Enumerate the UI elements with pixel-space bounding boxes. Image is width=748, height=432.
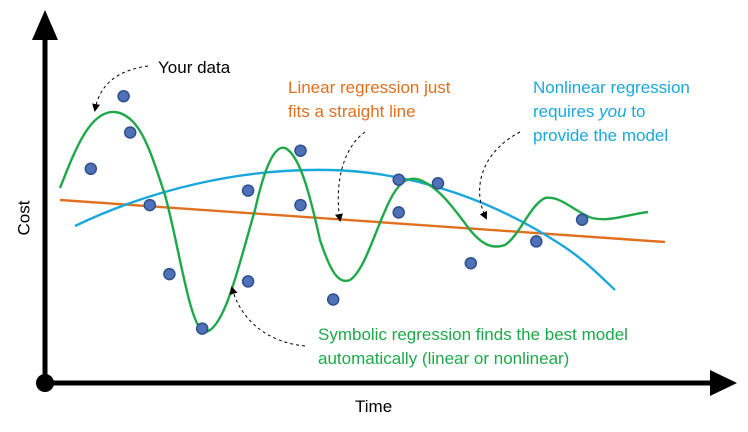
symbolic-label-line-1: Symbolic regression finds the best model <box>318 325 628 344</box>
data-point <box>117 89 130 103</box>
axis-origin <box>36 374 54 392</box>
data-point <box>431 177 445 190</box>
data-point <box>241 275 255 288</box>
data-point <box>392 173 405 186</box>
linear-arrow <box>335 131 366 222</box>
data-point <box>294 144 307 157</box>
symbolic-arrow <box>229 286 306 347</box>
linear-label-line-1: Linear regression just <box>288 78 451 97</box>
y-axis-arrowhead <box>32 10 58 40</box>
your-data-arrow <box>92 65 149 112</box>
nonlinear-arrow <box>479 131 521 220</box>
your-data-label: Your data <box>158 58 231 77</box>
data-point <box>123 126 137 139</box>
data-point <box>530 235 543 248</box>
symbolic-regression-label: Symbolic regression finds the best model… <box>318 323 628 371</box>
nonlinear-label-line-2-before: requires <box>533 102 600 121</box>
y-axis-label: Cost <box>14 200 34 236</box>
data-point <box>84 162 98 176</box>
data-point <box>241 184 255 197</box>
symbolic-label-line-2: automatically (linear or nonlinear) <box>318 349 570 368</box>
data-point <box>575 213 589 226</box>
nonlinear-label-line-2: requires you to <box>533 100 690 124</box>
data-point <box>392 206 405 219</box>
data-point <box>464 256 478 270</box>
nonlinear-label-line-3: provide the model <box>533 126 669 145</box>
data-point <box>143 198 157 212</box>
data-point <box>163 267 176 281</box>
data-points <box>84 89 589 335</box>
nonlinear-regression-label: Nonlinear regression requires you to pro… <box>533 76 690 148</box>
nonlinear-label-line-2-after: to <box>626 102 646 121</box>
linear-regression-line <box>59 198 666 244</box>
linear-label-line-2: fits a straight line <box>288 102 416 121</box>
nonlinear-regression-curve <box>74 168 616 291</box>
data-point <box>195 322 209 335</box>
data-point <box>326 293 340 306</box>
linear-regression-label: Linear regression just fits a straight l… <box>288 76 451 124</box>
x-axis-label: Time <box>355 397 393 416</box>
symbolic-regression-curve <box>58 110 649 334</box>
nonlinear-label-line-2-emphasis: you <box>599 102 627 121</box>
data-point <box>294 198 307 212</box>
x-axis-arrowhead <box>710 370 737 396</box>
nonlinear-label-line-1: Nonlinear regression <box>533 78 690 97</box>
